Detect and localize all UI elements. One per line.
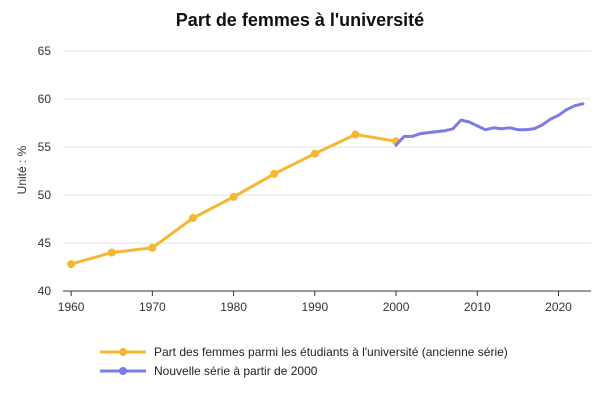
data-point-0-1960 (67, 260, 76, 269)
chart-title: Part de femmes à l'université (176, 10, 424, 30)
data-point-0-1995 (351, 130, 360, 139)
legend-label-1: Nouvelle série à partir de 2000 (154, 364, 318, 378)
y-tick-label-65: 65 (38, 44, 52, 58)
legend-swatch-marker-1 (119, 367, 127, 375)
legend-item-0[interactable]: Part des femmes parmi les étudiants à l'… (100, 345, 508, 359)
x-tick-label-2020: 2020 (545, 300, 572, 314)
legend-swatch-marker-0 (119, 348, 127, 356)
x-tick-label-1980: 1980 (220, 300, 247, 314)
y-tick-label-50: 50 (38, 188, 52, 202)
data-point-0-1985 (270, 169, 279, 178)
data-point-0-1990 (310, 149, 319, 158)
data-point-0-1970 (148, 243, 157, 252)
series-line-1 (394, 102, 585, 147)
data-point-0-1965 (107, 248, 116, 257)
series-1 (394, 102, 585, 147)
grid (63, 50, 591, 292)
series-0 (67, 130, 401, 269)
legend-label-0: Part des femmes parmi les étudiants à l'… (154, 345, 508, 359)
x-tick-label-1990: 1990 (301, 300, 328, 314)
data-point-0-1975 (188, 214, 197, 223)
data-point-0-1980 (229, 192, 238, 201)
legend: Part des femmes parmi les étudiants à l'… (100, 345, 508, 378)
axes: 40 45 50 55 60 65 1960 1970 1980 1990 2000 2010 2020 (38, 44, 591, 314)
legend-item-1[interactable]: Nouvelle série à partir de 2000 (100, 364, 318, 378)
series-layer (67, 102, 585, 269)
y-axis-title: Unité : % (15, 145, 29, 194)
x-tick-label-1970: 1970 (139, 300, 166, 314)
y-tick-label-60: 60 (38, 92, 52, 106)
y-tick-label-55: 55 (38, 140, 52, 154)
y-tick-label-45: 45 (38, 236, 52, 250)
x-tick-label-2000: 2000 (383, 300, 410, 314)
x-tick-label-2010: 2010 (464, 300, 491, 314)
x-tick-label-1960: 1960 (58, 300, 85, 314)
y-tick-label-40: 40 (38, 284, 52, 298)
